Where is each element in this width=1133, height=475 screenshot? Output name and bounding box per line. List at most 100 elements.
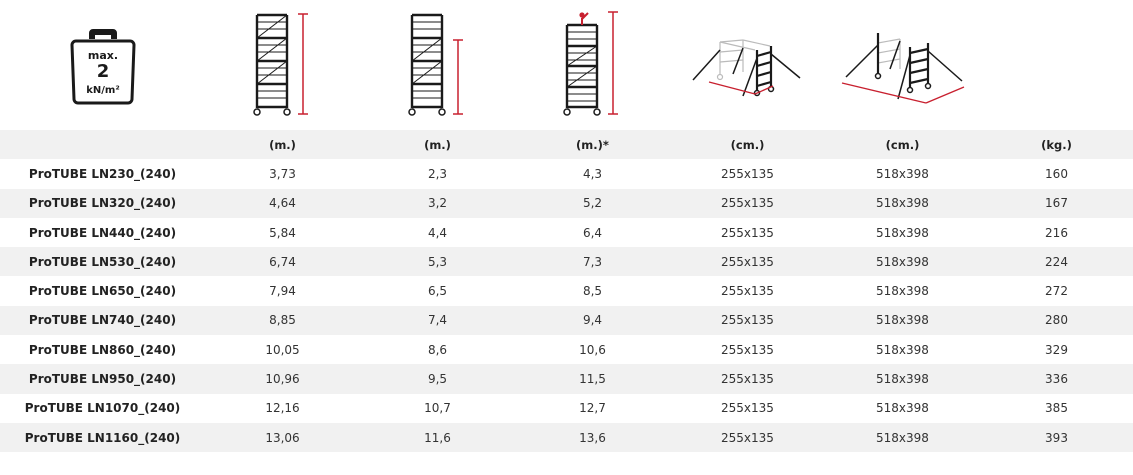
value-cell: 255x135 xyxy=(721,166,774,181)
value-cell: 393 xyxy=(980,422,1133,453)
table-row: ProTUBE LN860_(240) 10,05 8,6 10,6 255x135 51… xyxy=(0,335,1133,364)
value-cell: 3,2 xyxy=(360,188,515,218)
value-cell: 3,73 xyxy=(269,166,296,181)
value-cell: 5,3 xyxy=(360,247,515,277)
badge-line3: kN/m² xyxy=(86,85,119,96)
table-row: ProTUBE LN650_(240) 7,94 6,5 8,5 255x135 518x… xyxy=(0,276,1133,305)
value-cell: 4,64 xyxy=(205,188,360,218)
value-cell: 10,96 xyxy=(205,364,360,394)
value-cell: 518x398 xyxy=(825,247,980,277)
value-cell: 336 xyxy=(980,364,1133,394)
header-cell: (m.) xyxy=(205,130,360,160)
value-cell: 255x135 xyxy=(721,225,774,240)
value-cell: 518x398 xyxy=(825,422,980,453)
value-cell: 255x135 xyxy=(670,422,825,453)
table-row: ProTUBE LN320_(240) 4,64 3,2 5,2 255x135 518x… xyxy=(0,188,1133,218)
value-cell: 255x135 xyxy=(721,342,774,357)
header-cell: (kg.) xyxy=(980,130,1133,160)
scaffold-platform-height-icon xyxy=(360,0,515,130)
value-cell: 5,2 xyxy=(515,188,670,218)
value-cell: 12,16 xyxy=(265,401,300,416)
value-cell: 6,74 xyxy=(205,247,360,277)
model-name-cell: ProTUBE LN1160_(240) xyxy=(0,422,205,453)
icon-header-row: max. 2 kN/m² xyxy=(0,0,1133,130)
badge-line1: max. xyxy=(87,49,117,62)
value-cell: 9,4 xyxy=(515,305,670,336)
value-cell: 255x135 xyxy=(670,247,825,277)
value-cell: 216 xyxy=(1045,225,1068,240)
model-name-cell: ProTUBE LN440_(240) xyxy=(28,225,177,240)
spec-table: (m.) (m.) (m.)* (cm.) (cm.) (kg.) ProTUB… xyxy=(0,130,1133,453)
value-cell: 6,4 xyxy=(582,225,603,240)
value-cell: 10,6 xyxy=(579,342,606,357)
model-name-cell: ProTUBE LN740_(240) xyxy=(0,305,205,336)
scaffold-outrigger-footprint-icon xyxy=(825,0,980,130)
model-name-cell: ProTUBE LN530_(240) xyxy=(0,247,205,277)
model-name-cell: ProTUBE LN950_(240) xyxy=(0,364,205,394)
value-cell: 11,5 xyxy=(515,364,670,394)
value-cell: 518x398 xyxy=(876,225,929,240)
value-cell: 11,6 xyxy=(360,422,515,453)
value-cell: 272 xyxy=(1045,284,1068,299)
value-cell: 518x398 xyxy=(825,188,980,218)
value-cell: 518x398 xyxy=(825,364,980,394)
header-cell: (cm.) xyxy=(670,130,825,160)
value-cell: 10,05 xyxy=(265,342,300,357)
value-cell: 7,4 xyxy=(360,305,515,336)
scaffold-working-height-icon xyxy=(515,0,670,130)
header-cell xyxy=(0,130,205,160)
value-cell: 255x135 xyxy=(721,284,774,299)
value-cell: 518x398 xyxy=(876,166,929,181)
value-cell: 8,85 xyxy=(205,305,360,336)
scaffold-base-size-icon xyxy=(670,0,825,130)
value-cell: 385 xyxy=(1045,401,1068,416)
value-cell: 160 xyxy=(1045,166,1068,181)
model-name-cell: ProTUBE LN1070_(240) xyxy=(24,401,181,416)
value-cell: 518x398 xyxy=(825,305,980,336)
table-row: ProTUBE LN740_(240) 8,85 7,4 9,4 255x135 518x… xyxy=(0,305,1133,336)
value-cell: 255x135 xyxy=(670,364,825,394)
scaffold-total-height-icon xyxy=(205,0,360,130)
model-name-cell: ProTUBE LN650_(240) xyxy=(28,284,177,299)
table-row: ProTUBE LN440_(240) 5,84 4,4 6,4 255x135 518x… xyxy=(0,218,1133,247)
value-cell: 6,5 xyxy=(427,284,448,299)
value-cell: 518x398 xyxy=(876,401,929,416)
header-cell: (m.)* xyxy=(515,130,670,160)
value-cell: 280 xyxy=(980,305,1133,336)
value-cell: 13,06 xyxy=(205,422,360,453)
value-cell: 9,5 xyxy=(360,364,515,394)
value-cell: 5,84 xyxy=(269,225,296,240)
table-header-row: (m.) (m.) (m.)* (cm.) (cm.) (kg.) xyxy=(0,130,1133,160)
value-cell: 224 xyxy=(980,247,1133,277)
weight-load-icon: max. 2 kN/m² xyxy=(0,0,205,130)
table-row: ProTUBE LN530_(240) 6,74 5,3 7,3 255x135 518x… xyxy=(0,247,1133,277)
value-cell: 518x398 xyxy=(876,284,929,299)
table-row: ProTUBE LN950_(240) 10,96 9,5 11,5 255x135 51… xyxy=(0,364,1133,394)
value-cell: 255x135 xyxy=(670,305,825,336)
table-row: ProTUBE LN1070_(240) 12,16 10,7 12,7 255x135… xyxy=(0,394,1133,423)
header-cell: (cm.) xyxy=(825,130,980,160)
value-cell: 255x135 xyxy=(670,188,825,218)
value-cell: 7,94 xyxy=(269,284,296,299)
value-cell: 12,7 xyxy=(579,401,606,416)
value-cell: 329 xyxy=(1045,342,1068,357)
model-name-cell: ProTUBE LN860_(240) xyxy=(28,342,177,357)
value-cell: 13,6 xyxy=(515,422,670,453)
value-cell: 10,7 xyxy=(424,401,451,416)
value-cell: 4,4 xyxy=(427,225,448,240)
value-cell: 167 xyxy=(980,188,1133,218)
value-cell: 8,6 xyxy=(427,342,448,357)
model-name-cell: ProTUBE LN230_(240) xyxy=(28,166,177,181)
header-cell: (m.) xyxy=(360,130,515,160)
model-name-cell: ProTUBE LN320_(240) xyxy=(0,188,205,218)
value-cell: 518x398 xyxy=(876,342,929,357)
table-row: ProTUBE LN1160_(240) 13,06 11,6 13,6 255x135… xyxy=(0,422,1133,453)
value-cell: 8,5 xyxy=(582,284,603,299)
value-cell: 7,3 xyxy=(515,247,670,277)
value-cell: 2,3 xyxy=(427,166,448,181)
badge-line2: 2 xyxy=(96,61,109,82)
value-cell: 4,3 xyxy=(582,166,603,181)
table-row: ProTUBE LN230_(240) 3,73 2,3 4,3 255x135 518x… xyxy=(0,159,1133,188)
value-cell: 255x135 xyxy=(721,401,774,416)
